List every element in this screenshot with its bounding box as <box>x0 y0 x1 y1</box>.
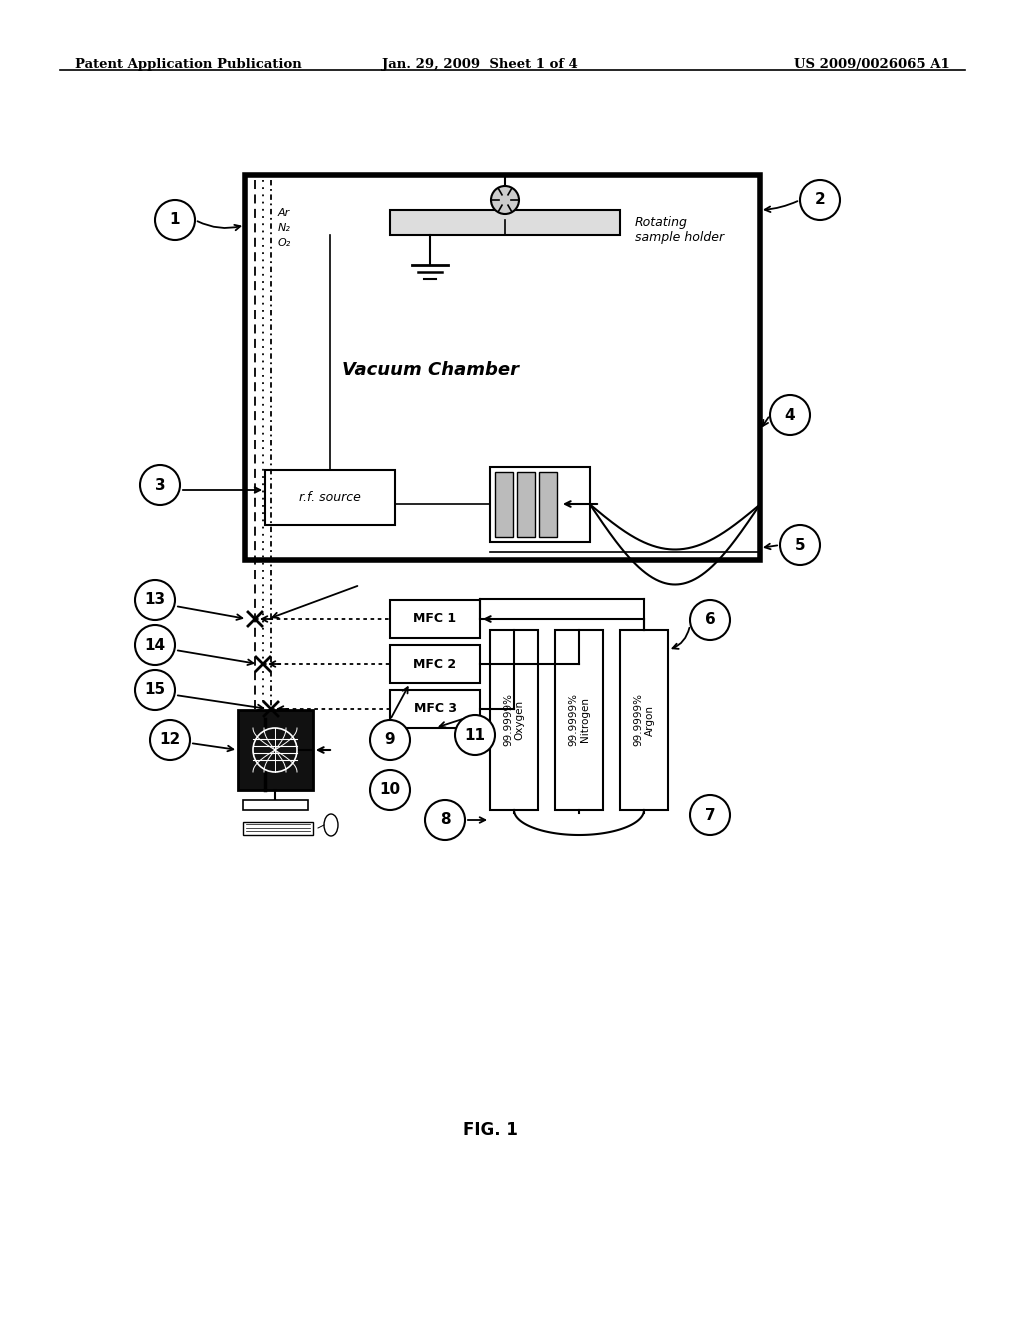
Text: Patent Application Publication: Patent Application Publication <box>75 58 302 71</box>
Text: 3: 3 <box>155 478 165 492</box>
Text: Ar: Ar <box>278 209 290 218</box>
Circle shape <box>370 770 410 810</box>
Text: N₂: N₂ <box>278 223 291 234</box>
Circle shape <box>780 525 820 565</box>
Circle shape <box>150 719 190 760</box>
Text: 99.9999%
Nitrogen: 99.9999% Nitrogen <box>568 693 590 747</box>
Text: Vacuum Chamber: Vacuum Chamber <box>341 360 518 379</box>
Text: US 2009/0026065 A1: US 2009/0026065 A1 <box>795 58 950 71</box>
Bar <box>555 630 603 810</box>
Circle shape <box>690 601 730 640</box>
Text: 4: 4 <box>784 408 796 422</box>
Text: r.f. source: r.f. source <box>299 491 360 504</box>
Bar <box>390 210 620 235</box>
Circle shape <box>135 671 175 710</box>
Circle shape <box>770 395 810 436</box>
Text: O₂: O₂ <box>278 238 291 248</box>
Circle shape <box>135 624 175 665</box>
Text: Rotating
sample holder: Rotating sample holder <box>635 216 724 244</box>
Text: 11: 11 <box>465 727 485 742</box>
Text: 9: 9 <box>385 733 395 747</box>
Text: 7: 7 <box>705 808 716 822</box>
Circle shape <box>253 729 297 772</box>
Circle shape <box>155 201 195 240</box>
Bar <box>390 601 480 638</box>
Bar <box>495 473 513 537</box>
Text: 8: 8 <box>439 813 451 828</box>
Text: Jan. 29, 2009  Sheet 1 of 4: Jan. 29, 2009 Sheet 1 of 4 <box>382 58 578 71</box>
Bar <box>490 467 590 543</box>
Text: 1: 1 <box>170 213 180 227</box>
Text: 15: 15 <box>144 682 166 697</box>
Text: MFC 2: MFC 2 <box>414 657 457 671</box>
Text: MFC 3: MFC 3 <box>414 702 457 715</box>
Bar <box>490 630 538 810</box>
Bar <box>265 470 395 525</box>
Circle shape <box>455 715 495 755</box>
Text: 2: 2 <box>815 193 825 207</box>
Bar <box>539 473 557 537</box>
Bar <box>238 710 313 789</box>
Bar <box>517 473 535 537</box>
Bar <box>620 630 668 810</box>
Bar <box>390 690 480 729</box>
Text: MFC 1: MFC 1 <box>414 612 457 626</box>
Text: 10: 10 <box>380 783 400 797</box>
Circle shape <box>490 186 519 214</box>
Text: 99.9999%
Oxygen: 99.9999% Oxygen <box>503 693 524 747</box>
Text: 14: 14 <box>144 638 166 652</box>
Text: 12: 12 <box>160 733 180 747</box>
Circle shape <box>690 795 730 836</box>
Bar <box>390 645 480 682</box>
Bar <box>243 822 313 836</box>
Bar <box>245 176 760 560</box>
Text: 99.9999%
Argon: 99.9999% Argon <box>633 693 654 747</box>
Circle shape <box>800 180 840 220</box>
Circle shape <box>425 800 465 840</box>
Circle shape <box>140 465 180 506</box>
Text: FIG. 1: FIG. 1 <box>463 1121 517 1139</box>
Circle shape <box>135 579 175 620</box>
Ellipse shape <box>324 814 338 836</box>
Text: 13: 13 <box>144 593 166 607</box>
Circle shape <box>370 719 410 760</box>
Bar <box>243 800 308 810</box>
Text: 6: 6 <box>705 612 716 627</box>
Text: 5: 5 <box>795 537 805 553</box>
